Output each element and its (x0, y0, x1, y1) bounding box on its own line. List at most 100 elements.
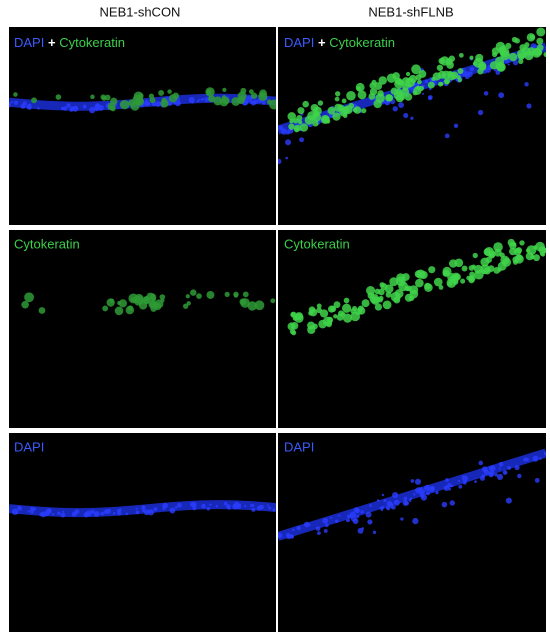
nucleus (285, 130, 290, 135)
keratin-cell (543, 51, 546, 58)
keratin-cell (532, 254, 540, 262)
nucleus (266, 504, 270, 507)
keratin-cell (237, 91, 247, 101)
keratin-cell (292, 315, 298, 321)
micrograph (9, 433, 276, 632)
nucleus (177, 502, 182, 508)
keratin-cell (404, 285, 410, 292)
nucleus (400, 517, 404, 521)
keratin-cell (393, 90, 404, 101)
nucleus (488, 472, 494, 478)
nucleus (135, 507, 138, 510)
keratin-cell (396, 276, 406, 287)
panel-background (9, 230, 276, 428)
nucleus (201, 97, 205, 101)
keratin-cell (526, 33, 536, 42)
nucleus (392, 491, 399, 499)
column-header: NEB1-shFLNB (368, 4, 453, 19)
keratin-cell (304, 115, 314, 125)
keratin-cell (185, 294, 190, 299)
keratin-cell (307, 321, 315, 330)
keratin-cell (433, 277, 443, 287)
keratin-cell (508, 52, 518, 62)
keratin-cell (353, 106, 362, 114)
micrograph (278, 27, 546, 225)
keratin-cell (319, 309, 329, 318)
nucleus (481, 474, 485, 478)
keratin-cell (411, 64, 421, 75)
panel-label: DAPI + Cytokeratin (284, 35, 395, 50)
nucleus (424, 484, 431, 492)
micrograph (9, 27, 276, 225)
keratin-cell (208, 95, 216, 103)
nucleus (141, 508, 146, 513)
nucleus (236, 504, 242, 510)
keratin-cell (333, 301, 341, 309)
nucleus (250, 100, 256, 106)
keratin-cell (394, 289, 404, 299)
panel-label: Cytokeratin (284, 236, 350, 251)
nucleus (71, 511, 77, 517)
keratin-cell (100, 94, 106, 100)
keratin-cell (461, 265, 468, 272)
keratin-cell (469, 55, 474, 60)
label-part: DAPI (284, 35, 314, 50)
nucleus (286, 533, 292, 540)
keratin-cell (341, 98, 347, 104)
keratin-cell (325, 119, 331, 124)
keratin-cell (153, 302, 162, 311)
keratin-cell (38, 307, 46, 314)
panel-label: DAPI (284, 439, 314, 454)
keratin-cell (287, 112, 297, 121)
keratin-cell (485, 256, 493, 263)
nucleus (412, 517, 419, 525)
keratin-cell (224, 291, 230, 298)
nucleus (414, 478, 422, 485)
keratin-cell (158, 90, 165, 96)
nucleus (469, 67, 475, 72)
label-part: + (318, 35, 326, 50)
nucleus (365, 511, 372, 518)
keratin-cell (290, 322, 299, 330)
cells (278, 448, 546, 541)
keratin-cell (439, 81, 444, 87)
panel-label: DAPI (14, 439, 44, 454)
nucleus (349, 511, 357, 518)
keratin-cell (266, 99, 272, 105)
nucleus (360, 510, 364, 514)
keratin-cell (500, 50, 511, 61)
keratin-cell (355, 82, 365, 92)
keratin-cell (436, 64, 444, 71)
nucleus (386, 507, 390, 511)
nucleus (409, 497, 413, 501)
keratin-cell (374, 303, 383, 311)
micrograph (278, 433, 546, 632)
keratin-cell (424, 282, 431, 290)
keratin-cell (357, 305, 364, 312)
keratin-cell (526, 245, 537, 256)
keratin-cell (24, 292, 35, 303)
nucleus (251, 503, 255, 507)
keratin-cell (374, 288, 381, 295)
keratin-cell (313, 106, 322, 116)
nucleus (457, 479, 461, 483)
nucleus (424, 79, 429, 84)
nucleus (514, 464, 520, 471)
nucleus (69, 106, 74, 111)
keratin-cell (13, 92, 18, 97)
keratin-cell (159, 294, 166, 300)
keratin-cell (21, 300, 29, 309)
cells (9, 500, 276, 518)
keratin-cell (90, 94, 95, 100)
panel-background (9, 27, 276, 225)
nucleus (427, 96, 432, 100)
nucleus (505, 497, 512, 504)
nucleus (317, 531, 321, 536)
keratin-cell (318, 319, 327, 329)
nucleus (386, 500, 393, 507)
keratin-cell (409, 289, 419, 299)
keratin-cell (477, 61, 487, 70)
keratin-cell (168, 94, 178, 103)
keratin-cell (312, 120, 319, 127)
